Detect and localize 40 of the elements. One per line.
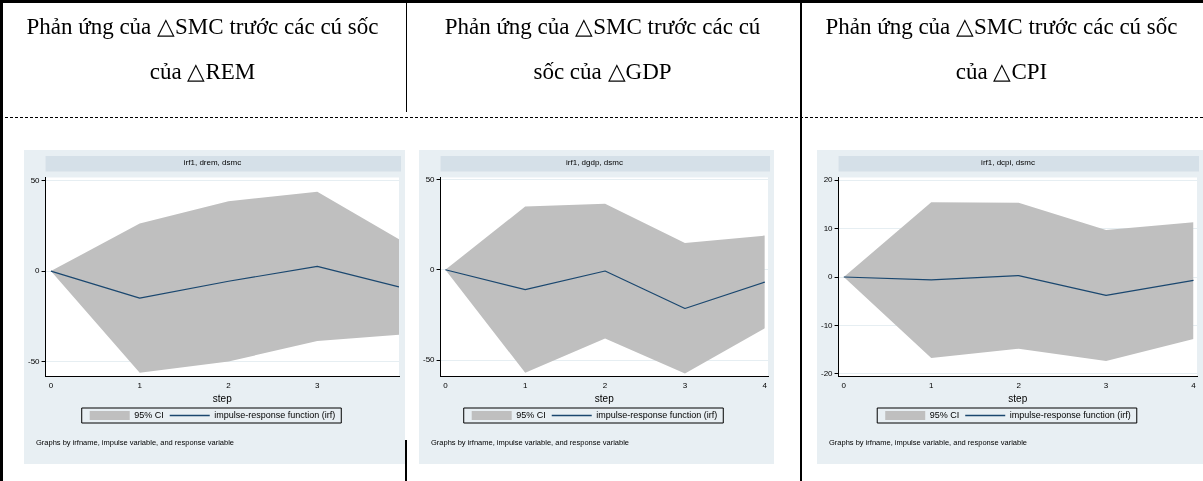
x-tick-label: 1 bbox=[522, 381, 528, 391]
y-tick-label: 0 bbox=[430, 264, 436, 274]
x-axis-title: step bbox=[212, 392, 233, 404]
x-tick-label: 2 bbox=[226, 381, 232, 391]
x-tick-label: 0 bbox=[443, 381, 449, 391]
legend-label: 95% CI bbox=[929, 409, 960, 420]
x-tick-label: 3 bbox=[1103, 381, 1109, 391]
x-tick-label: 0 bbox=[48, 381, 54, 391]
chart-subtitle: irf1, dcpi, dsmc bbox=[981, 158, 1035, 167]
y-tick-label: -20 bbox=[821, 369, 834, 379]
y-tick-label: 0 bbox=[828, 272, 834, 282]
y-tick-label: 20 bbox=[823, 175, 834, 185]
legend-label: impulse-response function (irf) bbox=[214, 409, 336, 420]
y-tick-label: -10 bbox=[821, 320, 834, 330]
y-tick-label: -50 bbox=[423, 355, 436, 365]
y-tick-label: -50 bbox=[28, 357, 41, 367]
x-tick-label: 0 bbox=[841, 381, 847, 391]
legend-label: 95% CI bbox=[516, 409, 546, 420]
x-axis-title: step bbox=[1008, 392, 1028, 404]
legend-label: 95% CI bbox=[134, 409, 164, 420]
legend-label: impulse-response function (irf) bbox=[596, 409, 718, 420]
legend-label: impulse-response function (irf) bbox=[1009, 409, 1131, 420]
y-tick-label: 50 bbox=[30, 175, 41, 185]
x-axis-title: step bbox=[594, 392, 615, 404]
x-tick-label: 3 bbox=[682, 381, 688, 391]
chart-title: Phản ứng của △SMC trước các cú sốc của △GDP bbox=[443, 13, 762, 86]
x-tick-label: 4 bbox=[1191, 381, 1197, 391]
chart-subtitle: irf1, drem, dsmc bbox=[183, 158, 242, 167]
y-tick-label: 10 bbox=[823, 223, 834, 233]
x-tick-label: 3 bbox=[315, 381, 321, 391]
y-tick-label: 0 bbox=[35, 266, 41, 276]
x-tick-label: 1 bbox=[929, 381, 935, 391]
x-tick-label: 2 bbox=[1016, 381, 1022, 391]
chart-title: Phản ứng của △SMC trước các cú sốc của △REM bbox=[25, 13, 380, 86]
x-tick-label: 1 bbox=[137, 381, 143, 391]
x-tick-label: 4 bbox=[762, 381, 768, 391]
x-tick-label: 2 bbox=[602, 381, 608, 391]
y-tick-label: 50 bbox=[425, 174, 436, 184]
chart-subtitle: irf1, dgdp, dsmc bbox=[566, 158, 623, 167]
chart-title: Phản ứng của △SMC trước các cú sốc của △CPI bbox=[824, 13, 1179, 86]
